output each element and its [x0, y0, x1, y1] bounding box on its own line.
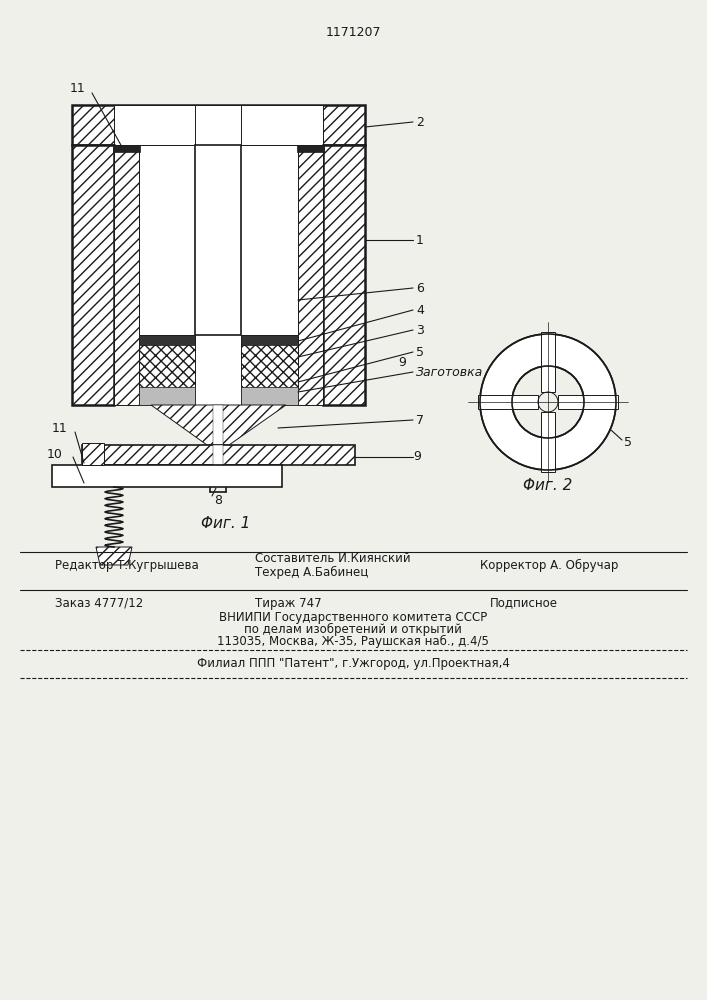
Text: 1171207: 1171207	[325, 26, 381, 39]
Text: 10: 10	[47, 448, 63, 462]
Text: 8: 8	[214, 494, 222, 508]
Bar	[82, 443, 104, 465]
Bar	[241, 387, 298, 405]
Bar	[195, 145, 241, 335]
Polygon shape	[72, 105, 365, 145]
Text: 11: 11	[70, 82, 86, 95]
Text: Тираж 747: Тираж 747	[255, 596, 322, 609]
Text: 3: 3	[416, 324, 424, 336]
Bar	[113, 145, 140, 152]
Text: 7: 7	[416, 414, 424, 426]
Bar	[139, 335, 195, 345]
Text: Подписное: Подписное	[490, 596, 558, 609]
Text: Заказ 4777/12: Заказ 4777/12	[55, 596, 144, 609]
Text: 113035, Москва, Ж-35, Раушская наб., д.4/5: 113035, Москва, Ж-35, Раушская наб., д.4…	[217, 634, 489, 648]
Polygon shape	[298, 145, 323, 405]
Text: 5: 5	[416, 346, 424, 359]
Text: Составитель И.Киянский: Составитель И.Киянский	[255, 552, 411, 564]
Text: 9: 9	[413, 450, 421, 464]
Bar	[195, 105, 241, 145]
Bar	[139, 145, 298, 405]
Polygon shape	[323, 145, 365, 405]
Text: 1: 1	[416, 233, 424, 246]
Text: Φиг. 2: Φиг. 2	[523, 478, 573, 492]
Wedge shape	[480, 334, 616, 470]
Polygon shape	[151, 405, 286, 445]
Text: 9: 9	[398, 356, 406, 368]
Text: 5: 5	[624, 436, 632, 448]
Polygon shape	[241, 335, 298, 405]
Text: 2: 2	[416, 115, 424, 128]
Polygon shape	[114, 145, 139, 405]
Text: Филиал ППП "Патент", г.Ужгород, ул.Проектная,4: Филиал ППП "Патент", г.Ужгород, ул.Проек…	[197, 656, 510, 670]
Text: 4: 4	[416, 304, 424, 316]
Bar	[114, 105, 323, 145]
Polygon shape	[541, 412, 555, 472]
Polygon shape	[96, 547, 132, 565]
Text: ВНИИПИ Государственного комитета СССР: ВНИИПИ Государственного комитета СССР	[219, 610, 487, 624]
Text: Техред А.Бабинец: Техред А.Бабинец	[255, 565, 368, 579]
Text: 6: 6	[416, 282, 424, 294]
Polygon shape	[558, 395, 618, 409]
Bar	[297, 145, 324, 152]
Polygon shape	[478, 395, 538, 409]
Bar	[213, 445, 223, 465]
Text: Φиг. 1: Φиг. 1	[201, 516, 251, 530]
Bar	[82, 445, 355, 465]
Text: по делам изобретений и открытий: по делам изобретений и открытий	[244, 622, 462, 636]
Text: Заготовка: Заготовка	[416, 365, 484, 378]
Bar	[139, 387, 195, 405]
Bar	[241, 335, 298, 345]
Polygon shape	[541, 332, 555, 392]
Polygon shape	[139, 335, 195, 405]
Text: 11: 11	[52, 422, 68, 434]
Polygon shape	[72, 145, 114, 405]
Bar	[52, 465, 282, 487]
Polygon shape	[213, 405, 223, 445]
Text: Редактор Т.Кугрышева: Редактор Т.Кугрышева	[55, 558, 199, 572]
Text: Корректор А. Обручар: Корректор А. Обручар	[480, 558, 619, 572]
